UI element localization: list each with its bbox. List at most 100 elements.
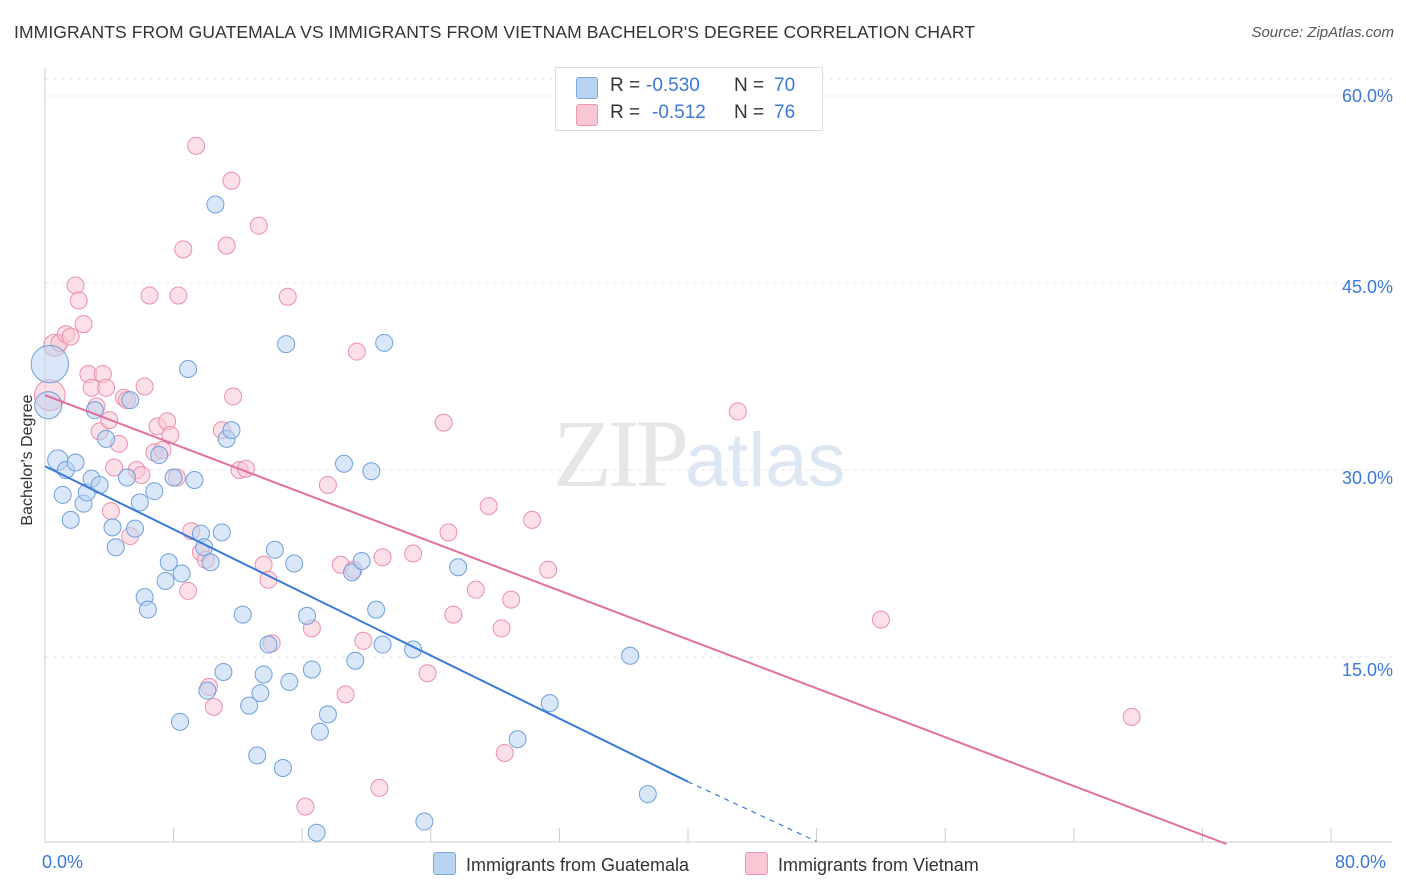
grid-lines xyxy=(45,78,1392,658)
vietnam-point xyxy=(97,378,116,397)
vietnam-point xyxy=(479,497,498,516)
x-tick-label-max: 80.0% xyxy=(1335,852,1387,872)
series-guatemala-points xyxy=(30,195,657,842)
r-value-vietnam: -0.512 xyxy=(652,102,706,123)
vietnam-point xyxy=(404,544,423,563)
y-tick-label-45: 45.0% xyxy=(1341,277,1393,297)
vietnam-point xyxy=(539,560,558,579)
legend-item-guatemala: Immigrants from Guatemala xyxy=(433,852,689,876)
y-tick-label-15: 15.0% xyxy=(1341,660,1393,680)
guatemala-point xyxy=(126,519,145,538)
guatemala-point xyxy=(248,746,267,765)
vietnam-point xyxy=(871,610,890,629)
vietnam-point xyxy=(217,236,236,255)
guatemala-point xyxy=(179,360,198,379)
guatemala-point xyxy=(540,694,559,713)
guatemala-point xyxy=(66,453,85,472)
legend-swatch-guatemala xyxy=(433,852,456,875)
guatemala-point xyxy=(150,446,169,465)
vietnam-point xyxy=(495,743,514,762)
guatemala-point xyxy=(508,730,527,749)
vietnam-point xyxy=(101,502,120,521)
vietnam-point xyxy=(444,605,463,624)
chart-title: IMMIGRANTS FROM GUATEMALA VS IMMIGRANTS … xyxy=(14,22,976,42)
y-axis-label: Bachelor's Degree xyxy=(19,394,36,526)
guatemala-point xyxy=(334,454,353,473)
guatemala-point xyxy=(117,468,136,487)
vietnam-point xyxy=(61,327,80,346)
guatemala-point xyxy=(206,195,225,214)
vietnam-point xyxy=(169,286,188,305)
watermark: ZIPatlas xyxy=(553,398,846,509)
vietnam-swatch xyxy=(576,104,598,126)
x-tick-label-min: 0.0% xyxy=(42,852,84,872)
vietnam-point xyxy=(318,475,337,494)
guatemala-point xyxy=(172,564,191,583)
guatemala-point xyxy=(298,606,317,625)
guatemala-point xyxy=(138,600,157,619)
legend-item-vietnam: Immigrants from Vietnam xyxy=(745,852,979,876)
n-label: N = xyxy=(734,102,765,123)
guatemala-point xyxy=(638,785,657,804)
guatemala-point xyxy=(621,646,640,665)
vietnam-point xyxy=(502,590,521,609)
stats-legend: R = -0.530 N = 70 R = -0.512 N = 76 xyxy=(555,67,823,131)
guatemala-point xyxy=(362,462,381,481)
guatemala-trend-line xyxy=(44,465,689,783)
guatemala-point xyxy=(318,705,337,724)
guatemala-point xyxy=(185,470,204,489)
vietnam-point xyxy=(466,580,485,599)
guatemala-point xyxy=(240,696,259,715)
guatemala-point xyxy=(130,493,149,512)
vietnam-point xyxy=(373,548,392,567)
guatemala-point xyxy=(233,605,252,624)
guatemala-point xyxy=(145,482,164,501)
r-label: R = xyxy=(610,102,641,123)
watermark-atlas: atlas xyxy=(685,418,846,503)
vietnam-point xyxy=(249,216,268,235)
guatemala-point xyxy=(214,662,233,681)
vietnam-point xyxy=(418,664,437,683)
vietnam-point xyxy=(354,631,373,650)
vietnam-point xyxy=(74,315,93,334)
vietnam-point xyxy=(336,685,355,704)
vietnam-point xyxy=(179,581,198,600)
guatemala-point xyxy=(302,660,321,679)
watermark-zip: ZIP xyxy=(553,400,689,507)
vietnam-point xyxy=(66,276,85,295)
vietnam-point xyxy=(204,697,223,716)
guatemala-point xyxy=(171,712,190,731)
guatemala-point xyxy=(415,812,434,831)
guatemala-point xyxy=(352,552,371,571)
guatemala-swatch xyxy=(576,77,598,99)
vietnam-point xyxy=(224,387,243,406)
legend-label-vietnam: Immigrants from Vietnam xyxy=(778,855,979,875)
vietnam-point xyxy=(135,377,154,396)
guatemala-point xyxy=(251,684,270,703)
source-label: Source: ZipAtlas.com xyxy=(1251,24,1394,41)
guatemala-point xyxy=(307,823,326,842)
n-value-vietnam: 76 xyxy=(774,102,796,123)
guatemala-point xyxy=(277,335,296,354)
guatemala-point xyxy=(156,571,175,590)
guatemala-point xyxy=(254,665,273,684)
guatemala-point xyxy=(97,429,116,448)
guatemala-point xyxy=(103,518,122,537)
vietnam-point xyxy=(492,619,511,638)
vietnam-point xyxy=(187,136,206,155)
r-label: R = xyxy=(610,75,641,96)
n-label: N = xyxy=(734,75,765,96)
guatemala-point xyxy=(198,681,217,700)
vietnam-trend-line xyxy=(44,394,1227,845)
y-tick-label-30: 30.0% xyxy=(1341,468,1393,488)
vietnam-point xyxy=(523,510,542,529)
y-tick-label-60: 60.0% xyxy=(1341,86,1393,106)
vietnam-point xyxy=(174,240,193,259)
guatemala-point xyxy=(273,758,292,777)
vietnam-point xyxy=(140,286,159,305)
vietnam-point xyxy=(434,413,453,432)
guatemala-trend-extension xyxy=(687,781,817,843)
guatemala-point xyxy=(265,540,284,559)
guatemala-point xyxy=(373,635,392,654)
